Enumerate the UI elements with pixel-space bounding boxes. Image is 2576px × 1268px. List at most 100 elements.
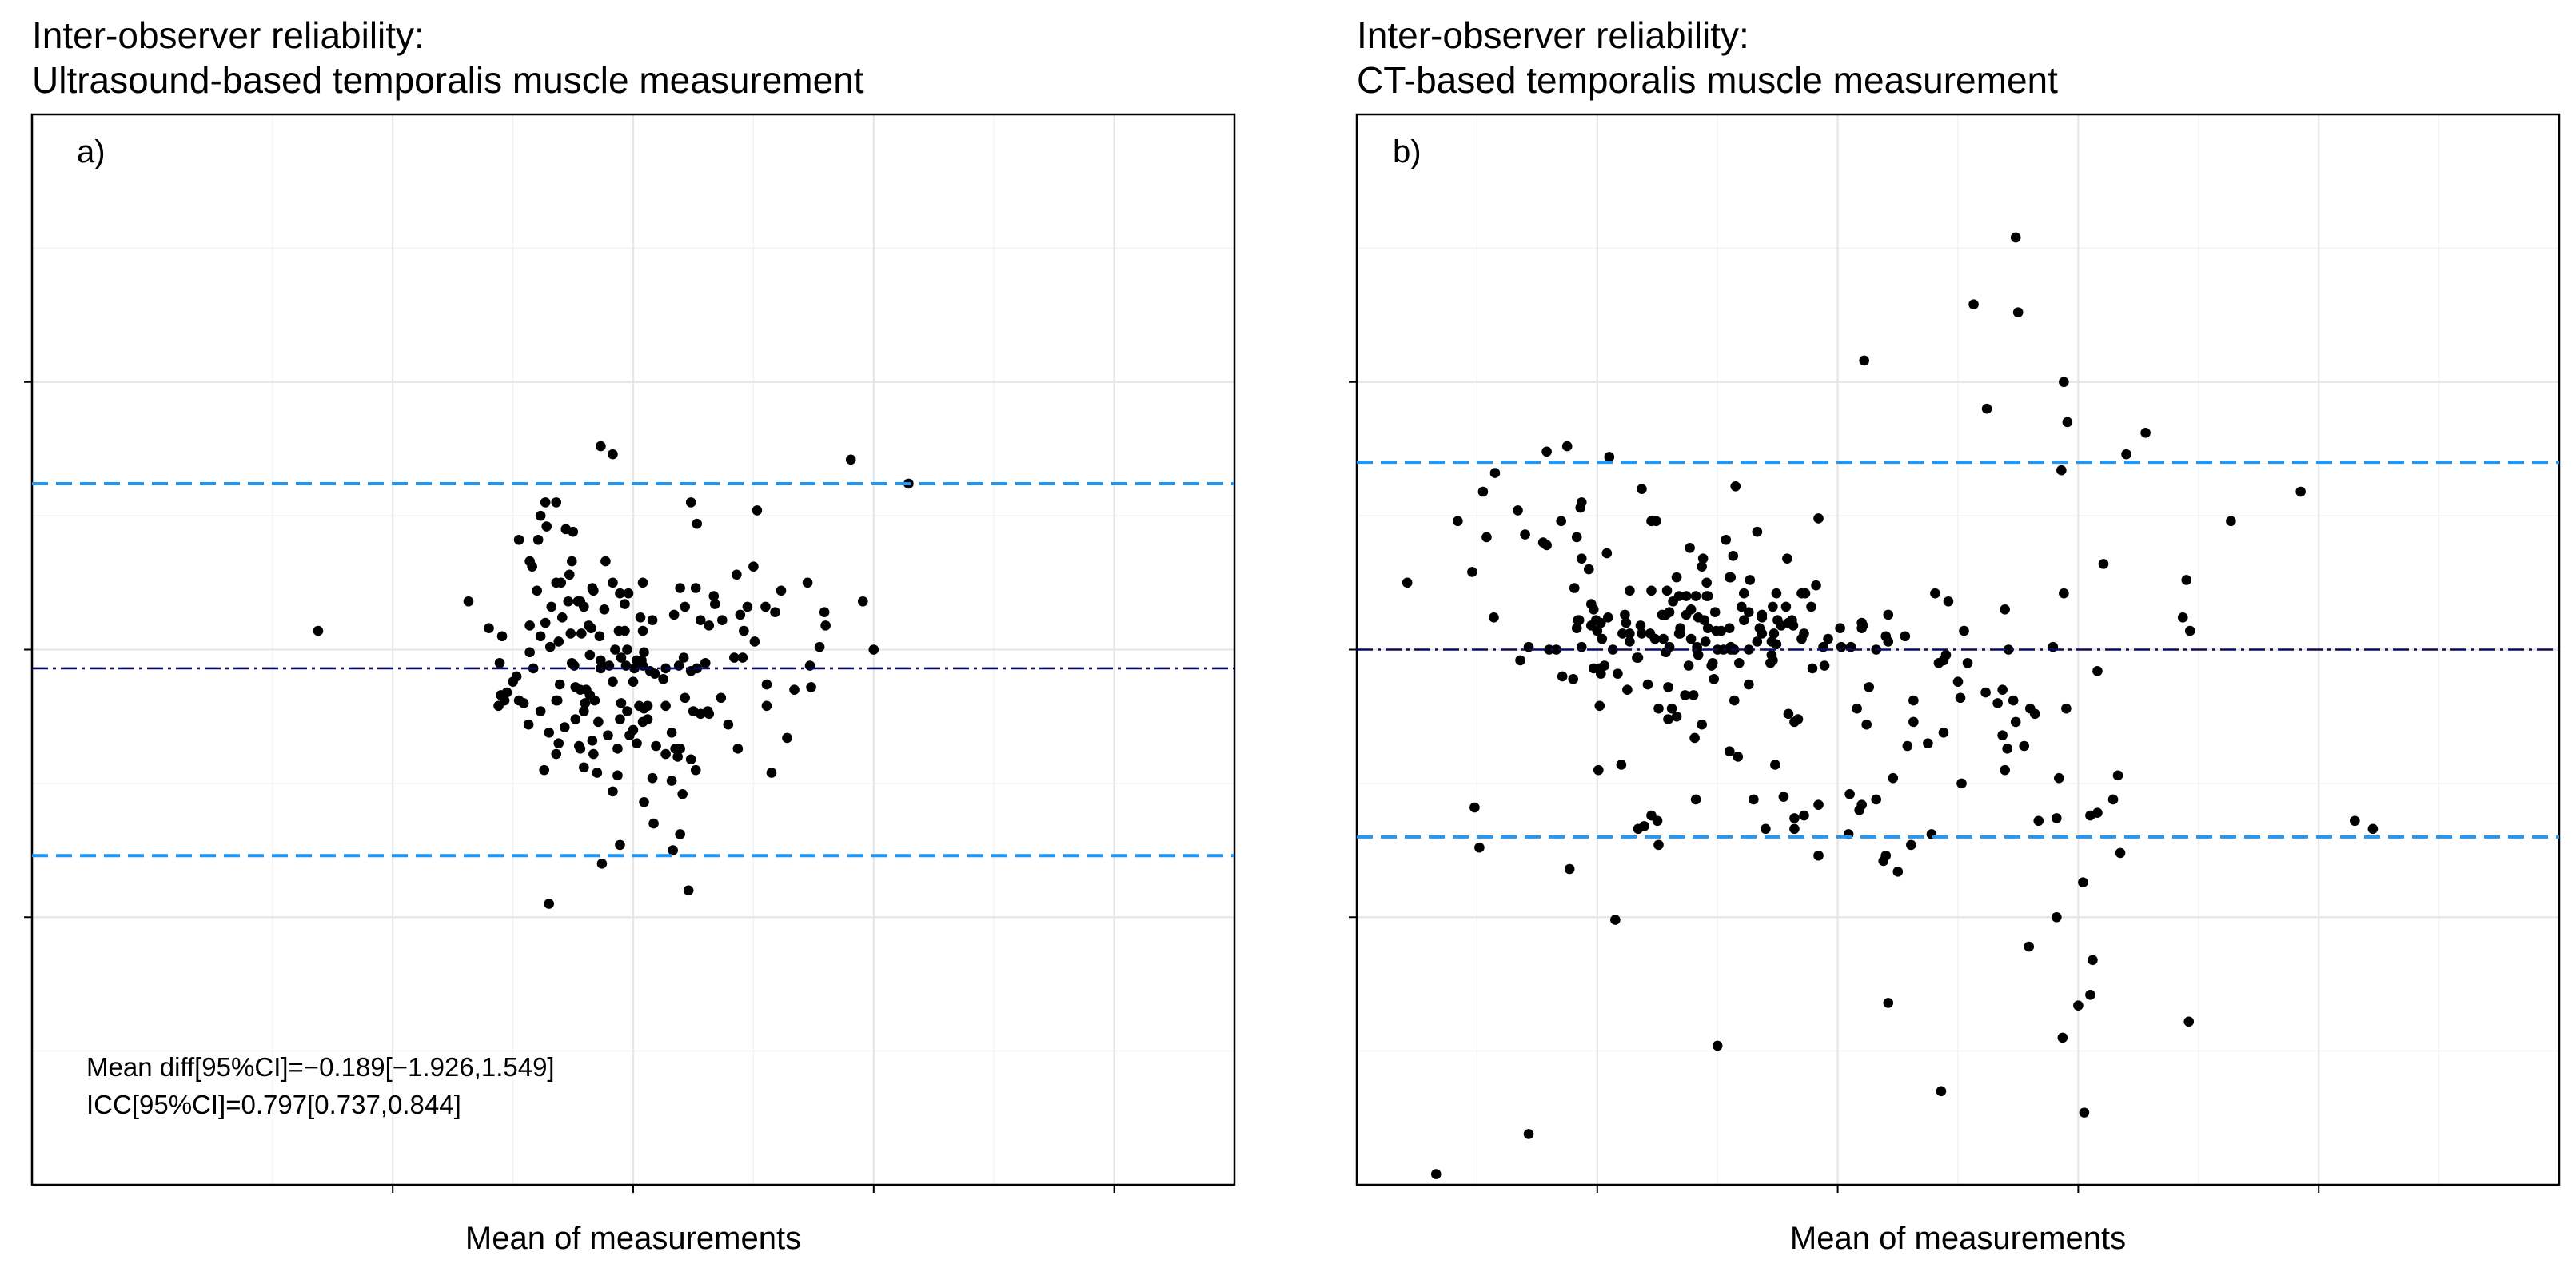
panel-a-data-point [639, 797, 649, 807]
panel-b-data-point [1697, 561, 1707, 572]
panel-a-data-point [551, 748, 562, 760]
panel-b-data-point [2073, 1000, 2084, 1011]
panel-a-data-point [670, 744, 680, 754]
panel-b-data-point [1752, 636, 1763, 647]
panel-b-data-point [1859, 355, 1869, 366]
panel-b-data-point [1625, 628, 1635, 639]
panel-a-data-point [729, 652, 740, 663]
panel-a-data-point [868, 644, 879, 655]
panel-a-data-point [560, 524, 572, 535]
panel-b-data-point [1430, 1169, 1442, 1179]
panel-a-data-point [535, 631, 546, 642]
panel-b-data-point [1730, 481, 1741, 492]
panel-a-data-point [587, 583, 598, 593]
panel-a-data-point [658, 674, 668, 684]
panel-a-data-point [612, 744, 623, 754]
panel-a-data-point [541, 521, 552, 532]
panel-a-data-point [615, 588, 625, 599]
panel-a-data-point [559, 722, 570, 732]
panel-a-data-point [566, 556, 577, 567]
panel-b-data-point [2226, 516, 2236, 527]
panel-b-data-point [1701, 591, 1712, 601]
panel-a-data-point [539, 764, 550, 776]
panel-b-x-axis-label: Mean of measurements [1790, 1221, 2126, 1256]
panel-b-data-point [1689, 732, 1700, 744]
panel-a-data-point [690, 764, 701, 776]
panel-b-data-point [1997, 730, 2008, 740]
panel-b-data-point [1854, 805, 1864, 815]
panel-b-data-point [1697, 719, 1707, 730]
panel-a-data-point [623, 588, 634, 599]
panel-b-data-point [1861, 719, 1872, 730]
panel-a-data-point [524, 647, 535, 658]
panel-a-data-point [789, 684, 800, 696]
panel-b-data-point [1712, 1040, 1723, 1051]
panel-a-data-point [576, 628, 587, 639]
panel-b-data-point [1757, 609, 1768, 620]
panel-b-data-point [1757, 628, 1768, 639]
panel-b-data-point [1693, 612, 1704, 623]
panel-a-data-point [692, 518, 703, 529]
panel-a-data-point [553, 636, 564, 647]
panel-a-data-point [648, 818, 659, 829]
panel-b-data-point [1681, 591, 1692, 601]
panel-a-data-point [702, 706, 713, 716]
panel-b-data-point [1663, 682, 1673, 692]
panel-b-data-point [1617, 628, 1628, 639]
panel-a-data-point [776, 585, 787, 596]
panel-b-data-point [1556, 516, 1566, 527]
panel-a-data-point [749, 636, 760, 647]
panel-b-data-point [1571, 623, 1582, 634]
panel-b-data-point [2098, 559, 2109, 569]
panel-a-data-point [564, 569, 575, 580]
panel-a-data-point [535, 706, 546, 716]
panel-b-data-point [1819, 660, 1830, 671]
panel-b-data-point [1620, 609, 1630, 620]
panel-b-data-point [1923, 738, 1933, 748]
panel-a-axis-ticks [24, 381, 1115, 1193]
panel-a-data-point [588, 748, 599, 760]
panel-a-data-point [608, 786, 618, 797]
panel-a-data-point [501, 687, 512, 698]
panel-a-data-point [806, 682, 816, 692]
panel-b-data-point [1864, 682, 1875, 692]
panel-b-data-point [1601, 548, 1613, 559]
panel-b-data-point [2002, 744, 2012, 754]
panel-a-data-point [596, 655, 606, 666]
panel-a-data-point [651, 740, 661, 752]
panel-b-data-point [2052, 813, 2062, 823]
panel-a-label: a) [77, 134, 106, 169]
panel-b-data-point [2088, 955, 2098, 966]
panel-b-data-point [1733, 752, 1744, 762]
panel-b-data-point [2078, 877, 2088, 888]
panel-b-data-point [1806, 601, 1816, 612]
panel-b-data-point [1671, 572, 1682, 583]
panel-b-data-point [1541, 446, 1552, 457]
panel-b-data-point [2140, 428, 2151, 438]
panel-a-data-point [690, 583, 701, 593]
panel-b-data-point [1955, 692, 1966, 704]
panel-b-data-point [1610, 915, 1621, 925]
panel-b-data-point [1800, 588, 1811, 599]
panel-a-data-point [628, 724, 639, 736]
panel-b-data-point [1835, 623, 1845, 634]
panel-b-data-point [1771, 588, 1782, 599]
panel-b-data-point [1856, 617, 1867, 628]
panel-b-data-point [1745, 575, 1756, 585]
panel-b-data-point [2295, 486, 2306, 497]
panel-b-data-point [1736, 601, 1747, 612]
panel-b-data-point [2062, 417, 2073, 428]
panel-a-data-point [739, 625, 749, 636]
panel-b-data-point [1892, 867, 1904, 877]
panel-a-mean-diff-annotation: Mean diff[95%CI]=−0.189[−1.926,1.549] [86, 1052, 555, 1082]
panel-b-data-point [1561, 441, 1573, 452]
panel-a-data-point [685, 754, 696, 765]
panel-b-data-point [1749, 794, 1759, 805]
panel-b-reference-lines [1357, 461, 2559, 839]
panel-a-data-point [675, 583, 685, 593]
panel-b-data-point [1646, 585, 1657, 596]
panel-b-data-point [1729, 695, 1740, 706]
panel-b-data-point [1551, 644, 1561, 655]
panel-b-points [1402, 232, 2379, 1179]
panel-a-data-point [513, 695, 524, 706]
